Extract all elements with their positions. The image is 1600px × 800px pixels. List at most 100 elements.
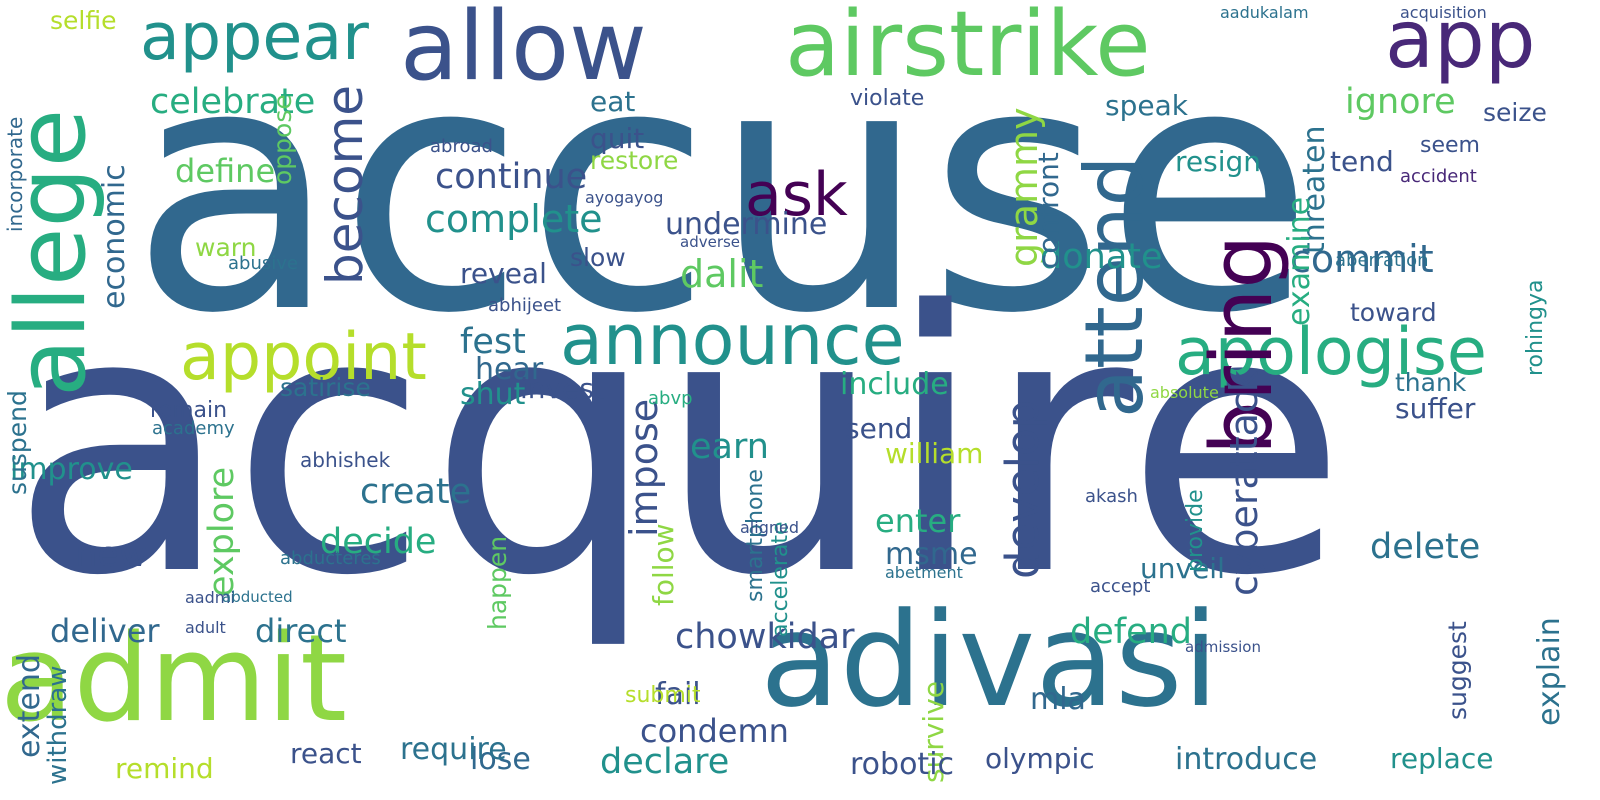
word-thank: thank — [1395, 368, 1467, 397]
word-satirise: satirise — [280, 373, 371, 402]
word-app: app — [1385, 0, 1536, 86]
word-create: create — [360, 472, 472, 512]
word-adverse: adverse — [680, 233, 741, 251]
word-violate: violate — [850, 86, 925, 111]
word-ask: ask — [745, 160, 848, 230]
word-extend: extend — [12, 654, 47, 758]
word-commit: commit — [1290, 237, 1434, 281]
word-follow: follow — [647, 523, 680, 606]
word-aligned: aligned — [740, 518, 799, 537]
word-rohingya: rohingya — [1523, 279, 1548, 376]
word-develop: develop — [996, 399, 1049, 579]
word-aberration: aberration — [1335, 250, 1429, 271]
word-direct: direct — [255, 612, 347, 650]
word-admission: admission — [1185, 638, 1261, 656]
word-define: define — [175, 152, 276, 190]
word-abetment: abetment — [885, 563, 963, 582]
word-cyberattack: cyberattack — [1222, 370, 1266, 596]
word-admit: admit — [0, 610, 347, 749]
word-declare: declare — [600, 742, 730, 782]
word-continue: continue — [435, 157, 588, 197]
word-replace: replace — [1390, 742, 1494, 775]
word-defend: defend — [1070, 612, 1193, 652]
word-send: send — [845, 412, 913, 445]
word-require: require — [400, 732, 507, 767]
word-abusive: abusive — [228, 253, 298, 274]
word-abhishek: abhishek — [300, 448, 391, 472]
word-accelerate: accelerate — [768, 521, 793, 637]
word-abducteres: abducteres — [280, 548, 381, 569]
word-restore: restore — [590, 146, 679, 175]
word-appoint: appoint — [180, 320, 427, 395]
word-speak: speak — [1105, 89, 1188, 122]
word-abroad: abroad — [430, 136, 493, 157]
word-suffer: suffer — [1395, 392, 1476, 425]
word-seize: seize — [1483, 98, 1547, 127]
word-william: william — [885, 437, 984, 470]
word-abducted: abducted — [222, 588, 293, 606]
word-delete: delete — [1370, 527, 1481, 567]
word-provide: provide — [1183, 489, 1208, 573]
word-hear: hear — [475, 352, 544, 387]
word-ayogayog: ayogayog — [585, 188, 664, 207]
word-msme: msme — [885, 537, 978, 572]
word-quit: quit — [590, 122, 645, 155]
word-donate: donate — [1040, 237, 1163, 277]
word-complete: complete — [425, 197, 603, 241]
word-acquire: acquire — [10, 235, 1347, 654]
word-explain: explain — [1532, 617, 1567, 726]
word-shut: shut — [460, 377, 526, 412]
word-accuse: accuse — [130, 0, 1315, 388]
word-abvp: abvp — [648, 388, 693, 409]
word-improve: improve — [10, 452, 133, 487]
word-chowkidar: chowkidar — [675, 617, 855, 657]
word-airstrike: airstrike — [785, 0, 1151, 97]
word-aadmi: aadmi — [185, 588, 235, 607]
word-lose: lose — [470, 742, 531, 777]
word-selfie: selfie — [50, 6, 117, 35]
word-confront: confront — [1032, 152, 1065, 270]
word-include: include — [840, 367, 949, 402]
word-condemn: condemn — [640, 712, 789, 750]
word-olympic: olympic — [985, 742, 1095, 775]
word-explore: explore — [202, 466, 242, 597]
word-adivasi: adivasi — [760, 584, 1219, 736]
word-accept: accept — [1090, 576, 1151, 597]
word-ignore: ignore — [1345, 82, 1456, 122]
word-akash: akash — [1085, 486, 1138, 507]
word-celebrate: celebrate — [150, 82, 316, 122]
word-warn: warn — [195, 233, 257, 262]
word-fail: fail — [655, 677, 701, 712]
word-mla: mla — [1030, 682, 1086, 717]
word-aadukalam: aadukalam — [1220, 3, 1309, 22]
word-invest: invest — [520, 372, 605, 405]
word-seem: seem — [1420, 133, 1480, 158]
word-submit: submit — [625, 683, 701, 708]
word-react: react — [290, 737, 362, 770]
word-adult: adult — [185, 618, 226, 637]
word-robotic: robotic — [850, 747, 955, 782]
word-resign: resign — [1175, 145, 1262, 178]
word-absolute: absolute — [1150, 383, 1219, 402]
word-unveil: unveil — [1140, 552, 1225, 585]
word-reveal: reveal — [460, 257, 547, 290]
word-impose: impose — [622, 398, 666, 537]
word-decide: decide — [320, 522, 437, 562]
word-suggest: suggest — [1443, 621, 1472, 720]
word-new: new — [75, 535, 148, 575]
word-fest: fest — [460, 322, 526, 362]
word-appear: appear — [140, 0, 369, 75]
word-abhijeet: abhijeet — [488, 295, 562, 316]
word-allow: allow — [400, 0, 647, 102]
word-become: become — [316, 84, 374, 285]
word-acquisition: acquisition — [1400, 3, 1487, 22]
word-academy: academy — [152, 418, 235, 439]
word-attend: attend — [1068, 155, 1161, 418]
word-oppose: oppose — [268, 94, 297, 185]
word-undermine: undermine — [665, 207, 828, 242]
word-tend: tend — [1330, 145, 1394, 178]
word-slow: slow — [570, 243, 626, 272]
word-remind: remind — [115, 752, 214, 785]
word-economic: economic — [97, 164, 132, 309]
